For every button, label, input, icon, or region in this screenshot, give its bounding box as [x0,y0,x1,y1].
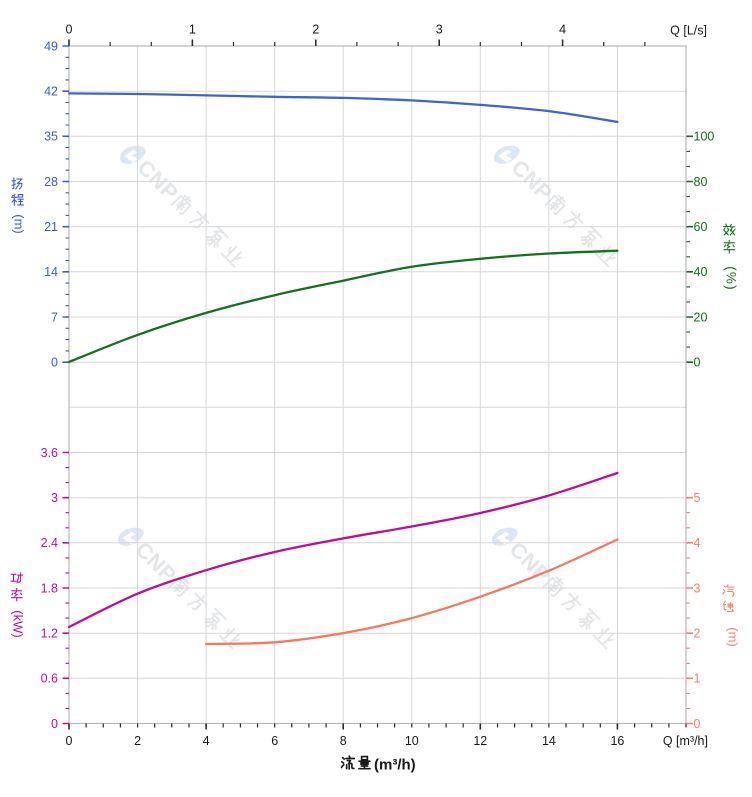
svg-text:1: 1 [189,23,196,37]
svg-text:28: 28 [44,175,58,189]
svg-text:0: 0 [51,356,58,370]
svg-text:0: 0 [66,23,73,37]
svg-text:(%): (%) [724,266,739,291]
svg-text:0: 0 [66,734,73,748]
svg-text:(m³/h): (m³/h) [374,757,416,774]
svg-text:(m): (m) [12,214,27,234]
svg-text:2: 2 [694,627,701,641]
svg-text:3: 3 [51,491,58,505]
svg-text:0: 0 [694,717,701,731]
svg-text:80: 80 [694,175,708,189]
svg-text:3: 3 [694,581,701,595]
svg-text:60: 60 [694,220,708,234]
svg-text:(m): (m) [726,627,741,647]
svg-text:35: 35 [44,130,58,144]
svg-text:2: 2 [134,734,141,748]
svg-text:1: 1 [694,672,701,686]
svg-text:49: 49 [44,39,58,53]
svg-text:12: 12 [473,734,487,748]
svg-text:100: 100 [694,130,715,144]
svg-text:3: 3 [436,23,443,37]
svg-text:20: 20 [694,310,708,324]
svg-text:14: 14 [542,734,556,748]
svg-text:6: 6 [271,734,278,748]
svg-text:0: 0 [51,717,58,731]
svg-text:4: 4 [559,23,566,37]
svg-text:3.6: 3.6 [41,446,58,460]
svg-text:2: 2 [312,23,319,37]
svg-text:14: 14 [44,265,58,279]
svg-text:4: 4 [694,536,701,550]
svg-text:1.8: 1.8 [41,581,58,595]
svg-text:7: 7 [51,310,58,324]
svg-text:(kW): (kW) [11,610,26,637]
svg-text:2.4: 2.4 [41,536,58,550]
svg-text:0.6: 0.6 [41,672,58,686]
svg-text:42: 42 [44,85,58,99]
svg-text:16: 16 [610,734,624,748]
svg-text:8: 8 [340,734,347,748]
svg-text:0: 0 [694,356,701,370]
svg-text:40: 40 [694,265,708,279]
svg-text:4: 4 [203,734,210,748]
svg-text:10: 10 [405,734,419,748]
svg-text:1.2: 1.2 [41,627,58,641]
svg-text:5: 5 [694,491,701,505]
svg-text:Q [m³/h]: Q [m³/h] [663,734,708,748]
svg-text:21: 21 [44,220,58,234]
svg-text:Q [L/s]: Q [L/s] [670,24,707,38]
